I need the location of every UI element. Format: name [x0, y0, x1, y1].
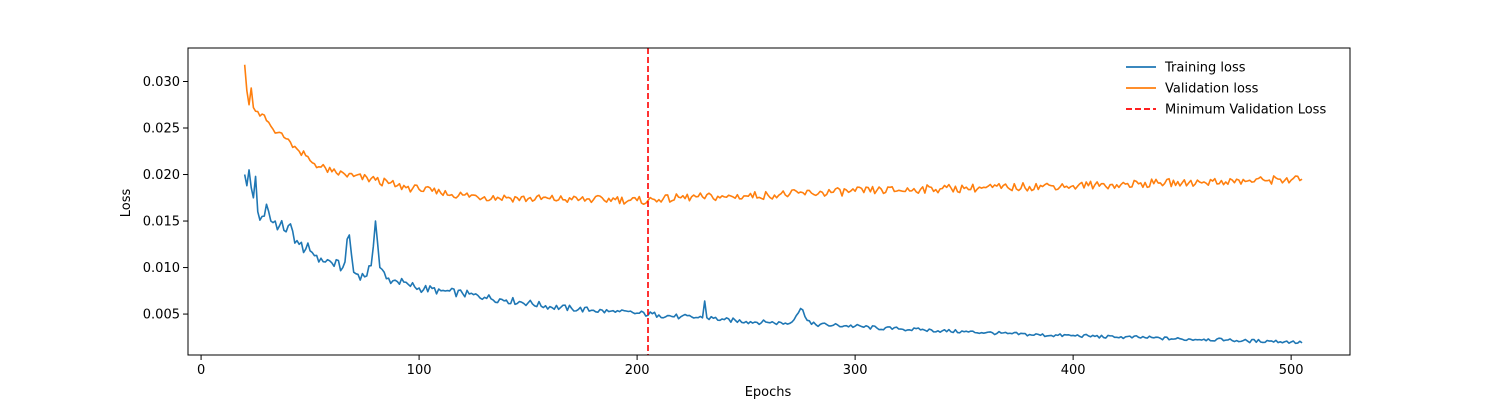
plot-frame — [187, 47, 1351, 356]
x-tick-label: 400 — [1061, 363, 1086, 378]
y-tick-label: 0.015 — [143, 215, 180, 230]
series-line-training-loss — [243, 169, 1303, 345]
series-line-validation-loss — [243, 64, 1303, 206]
y-tick-label: 0.005 — [143, 308, 180, 323]
y-tick-label: 0.010 — [143, 261, 180, 276]
x-tick-label: 300 — [843, 363, 868, 378]
legend-label: Validation loss — [1165, 82, 1259, 97]
legend-label: Minimum Validation Loss — [1165, 103, 1326, 118]
x-tick-label: 200 — [625, 363, 650, 378]
y-tick-label: 0.020 — [143, 168, 180, 183]
legend-label: Training loss — [1164, 61, 1246, 76]
x-tick-label: 500 — [1279, 363, 1304, 378]
y-axis-label: Loss — [119, 189, 134, 218]
y-tick-label: 0.025 — [143, 122, 180, 137]
x-tick-label: 100 — [407, 363, 432, 378]
y-tick-label: 0.030 — [143, 75, 180, 90]
x-axis-label: Epochs — [745, 385, 792, 400]
legend: Training loss Validation loss Minimum Vali… — [1126, 61, 1326, 118]
x-tick-label: 0 — [197, 363, 205, 378]
